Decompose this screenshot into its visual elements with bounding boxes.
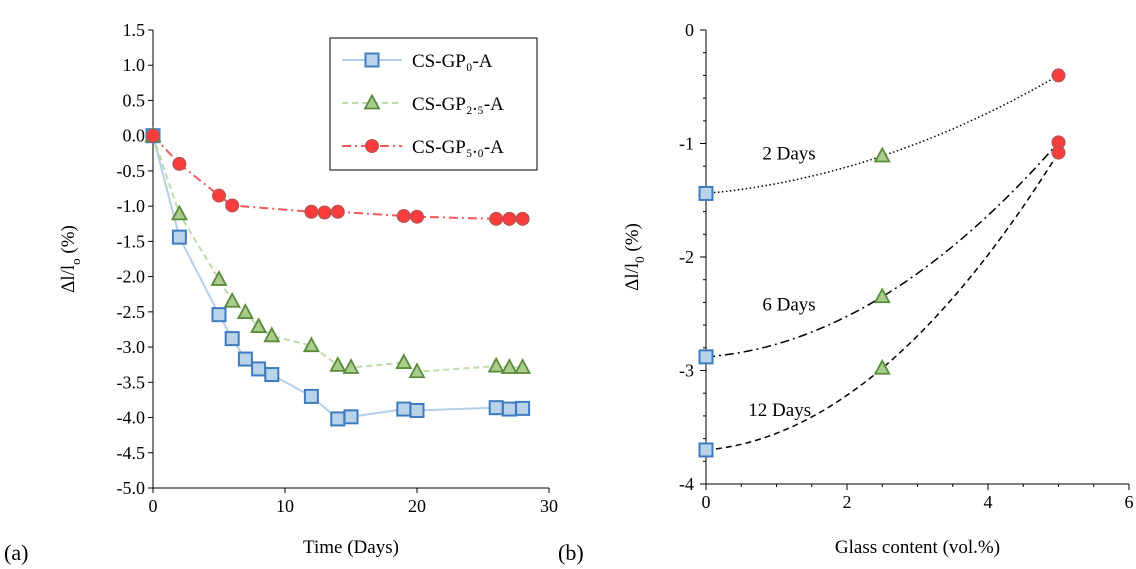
a-series-0-point [211, 307, 227, 323]
a-series-2-point [489, 211, 504, 226]
b-series-2-point [873, 358, 891, 375]
a-series-1-point [487, 356, 505, 373]
a-series-0-point [224, 331, 240, 347]
b-series-1-point [698, 349, 714, 365]
a-series-line-2 [152, 135, 523, 220]
a-series-1-point [408, 362, 426, 379]
panel-a-chart: 1.5 1.0 0.5 0.0 -0.5 -1.0 -1.5 -2.0 -2.5 -3.0 -3.5… [58, 20, 558, 558]
a-y-tick-label: -2.0 [117, 267, 146, 287]
a-legend-marker-0 [364, 52, 380, 68]
panel-b-chart: 0 -1 -2 -3 -4 0 2 4 6 Glass content (vol.%) Δl/l0 … [622, 20, 1134, 558]
a-series-1-point [302, 336, 320, 353]
b-x-tick-label: 2 [843, 492, 852, 512]
a-y-tick-label: 0.0 [123, 126, 146, 146]
a-legend-label-0: CS-GP₀-A [412, 51, 493, 72]
a-y-tick-label: -1.0 [117, 196, 146, 216]
a-y-tick-label: -5.0 [117, 478, 146, 498]
panel-b-label: (b) [558, 540, 584, 565]
a-y-tick-label: -4.0 [117, 408, 146, 428]
a-y-tick-label: -2.5 [117, 302, 146, 322]
a-y-tick-label: -0.5 [117, 161, 146, 181]
a-y-tick-label: 1.5 [123, 20, 146, 40]
a-series-1-point [514, 358, 532, 374]
a-series-2-point [146, 128, 161, 143]
a-series-2-point [409, 209, 424, 224]
a-series-1-point [236, 303, 254, 319]
a-legend-marker-1 [363, 93, 381, 110]
a-y-tick-label: 0.5 [123, 90, 146, 110]
a-y-tick-label: -3.0 [117, 337, 146, 357]
a-series-0-point [251, 361, 267, 377]
b-series-label-1: 6 Days [762, 295, 815, 316]
a-series-0-point [488, 400, 504, 416]
a-series-2-point [172, 156, 187, 171]
b-y-axis-label: Δl/l0 (%) [622, 223, 647, 291]
a-series-0-point [409, 402, 425, 418]
b-y-tick-label: 0 [685, 20, 694, 40]
b-series-1-point [873, 287, 891, 304]
a-series-1-point [210, 270, 228, 286]
panel-a-label: (a) [4, 540, 28, 565]
a-series-2-point [502, 211, 517, 226]
a-x-tick-label: 30 [540, 496, 558, 516]
b-series-0-point [698, 185, 714, 201]
b-trend-1 [705, 141, 1060, 358]
a-series-2-point [330, 204, 345, 219]
a-series-0-point [171, 229, 187, 245]
a-series-2-point [212, 188, 227, 203]
b-series-label-2: 12 Days [748, 400, 811, 421]
a-legend-label-2: CS-GP₅.₀-A [412, 137, 504, 158]
b-series-2-point [698, 442, 714, 458]
b-series-0-point [873, 146, 891, 163]
a-series-0-point [343, 409, 359, 425]
a-series-1-point [395, 353, 413, 369]
a-series-line-0 [152, 135, 523, 421]
a-series-1-point [170, 204, 188, 221]
a-series-2-point [396, 209, 411, 224]
a-series-1-point [500, 358, 518, 374]
a-y-tick-label: -3.5 [117, 372, 146, 392]
a-legend-label-1: CS-GP₂.₅-A [412, 94, 504, 115]
b-y-tick-label: -4 [679, 474, 694, 494]
a-series-0-point [237, 351, 253, 367]
b-series-label-0: 2 Days [762, 144, 815, 165]
b-series-2-point [1051, 145, 1066, 160]
a-series-0-point [303, 388, 319, 404]
a-series-1-point [329, 355, 347, 372]
b-trend-2 [705, 152, 1060, 451]
a-y-tick-label: 1.0 [123, 55, 146, 75]
a-series-0-point [515, 400, 531, 416]
b-x-tick-label: 6 [1125, 492, 1134, 512]
a-series-0-point [264, 367, 280, 383]
a-series-1-point [342, 358, 360, 374]
a-y-tick-label: -1.5 [117, 231, 146, 251]
a-x-tick-label: 20 [408, 496, 426, 516]
a-series-0-point [396, 401, 412, 417]
a-series-line-1 [152, 135, 523, 373]
a-y-tick-label: -4.5 [117, 443, 146, 463]
a-y-axis-label: Δl/lo (%) [58, 225, 83, 293]
a-series-2-point [304, 204, 319, 219]
b-y-tick-label: -2 [679, 247, 694, 267]
b-series-0-point [1051, 68, 1066, 83]
a-series-2-point [317, 205, 332, 220]
a-x-tick-label: 0 [149, 496, 158, 516]
a-legend-marker-2 [364, 139, 379, 154]
b-x-tick-label: 0 [702, 492, 711, 512]
a-series-0-point [501, 401, 517, 417]
a-x-tick-label: 10 [276, 496, 294, 516]
a-series-1-point [223, 291, 241, 308]
b-x-tick-label: 4 [984, 492, 993, 512]
b-trend-0 [705, 74, 1059, 195]
b-y-tick-label: -3 [679, 361, 694, 381]
b-x-axis-label: Glass content (vol.%) [835, 537, 1000, 558]
b-y-tick-label: -1 [679, 134, 694, 154]
a-series-1-point [263, 326, 281, 343]
a-series-0-point [330, 411, 346, 427]
a-x-axis-label: Time (Days) [303, 537, 399, 558]
a-series-1-point [250, 317, 268, 334]
a-series-2-point [515, 211, 530, 226]
a-series-2-point [225, 198, 240, 213]
